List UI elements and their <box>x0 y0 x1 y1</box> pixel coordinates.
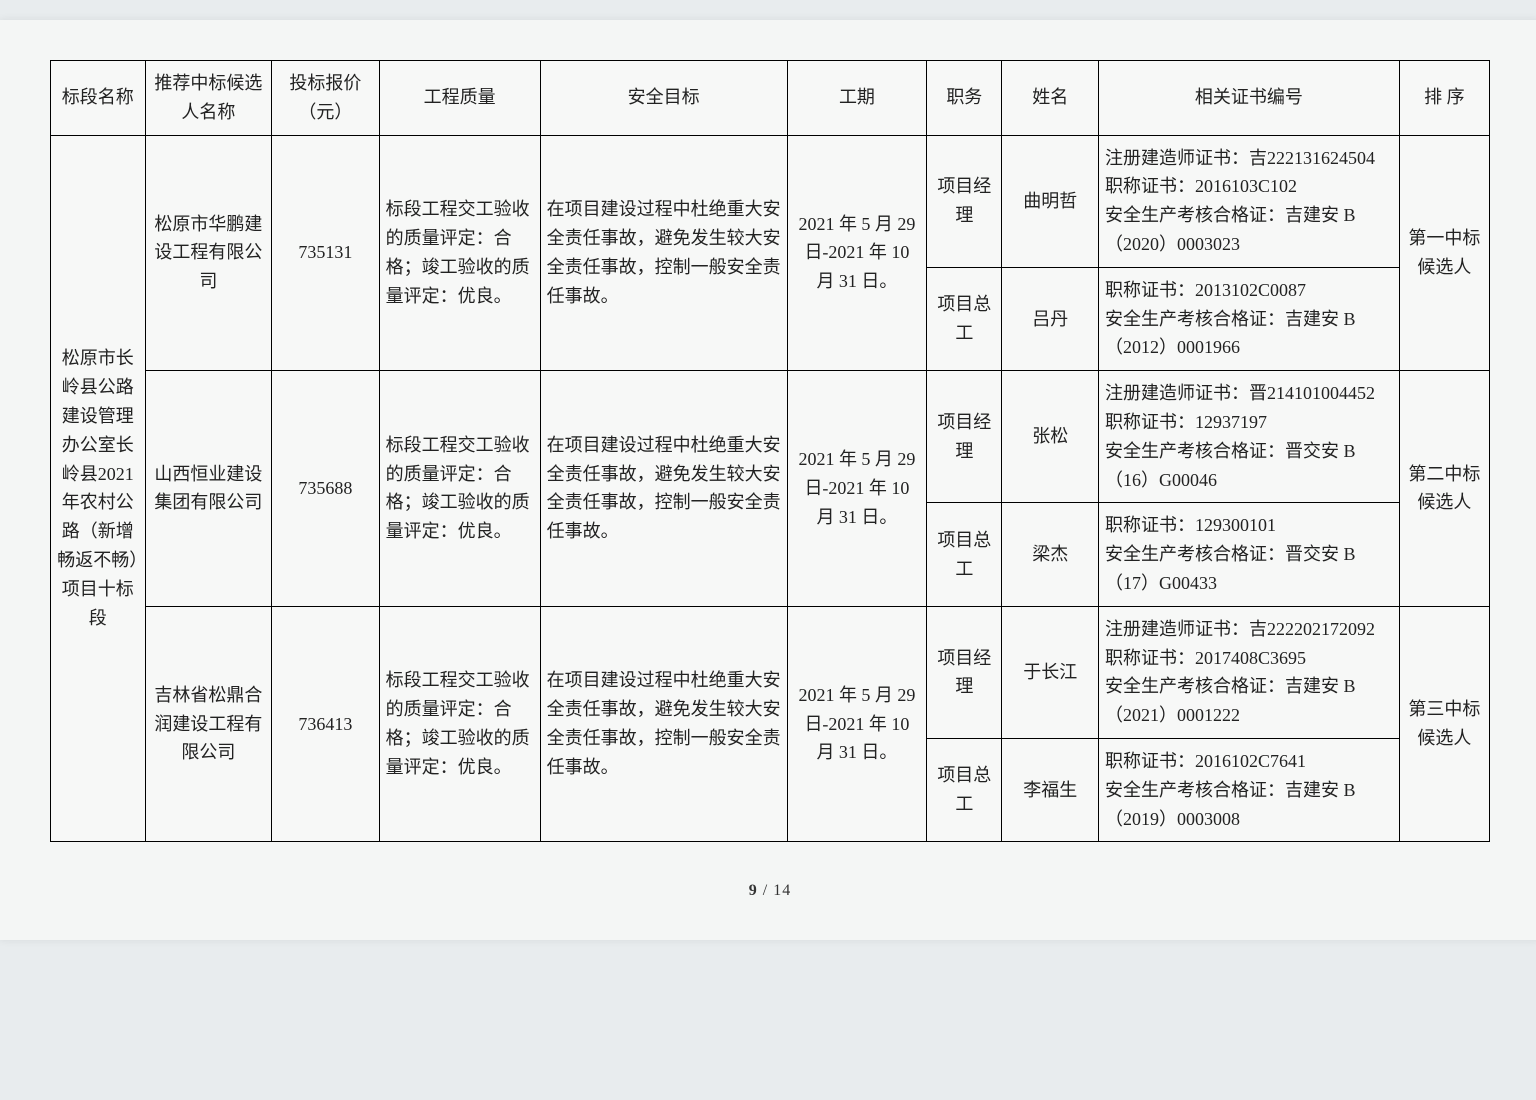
cert-cell: 注册建造师证书：吉222202172092职称证书：2017408C3695安全… <box>1099 606 1400 738</box>
safety-cell: 在项目建设过程中杜绝重大安全责任事故，避免发生较大安全责任事故，控制一般安全责任… <box>540 606 787 842</box>
price-cell: 735688 <box>272 371 379 607</box>
document-page: 标段名称 推荐中标候选人名称 投标报价（元） 工程质量 安全目标 工期 职务 姓… <box>0 20 1536 940</box>
table-row: 松原市长岭县公路建设管理办公室长岭县2021年农村公路（新增畅返不畅）项目十标段… <box>51 135 1490 267</box>
name-cell: 梁杰 <box>1002 503 1099 606</box>
role-cell: 项目经理 <box>927 371 1002 503</box>
price-cell: 735131 <box>272 135 379 371</box>
safety-cell: 在项目建设过程中杜绝重大安全责任事故，避免发生较大安全责任事故，控制一般安全责任… <box>540 371 787 607</box>
col-role: 职务 <box>927 61 1002 136</box>
role-cell: 项目总工 <box>927 738 1002 841</box>
rank-cell: 第二中标候选人 <box>1399 371 1489 607</box>
name-cell: 于长江 <box>1002 606 1099 738</box>
page-total: 14 <box>773 882 791 899</box>
page-footer: 9 / 14 <box>50 882 1490 900</box>
cert-cell: 职称证书：129300101安全生产考核合格证：晋交安 B（17）G00433 <box>1099 503 1400 606</box>
col-cert: 相关证书编号 <box>1099 61 1400 136</box>
company-cell: 山西恒业建设集团有限公司 <box>145 371 272 607</box>
cert-cell: 职称证书：2013102C0087安全生产考核合格证：吉建安 B（2012）00… <box>1099 267 1400 370</box>
quality-cell: 标段工程交工验收的质量评定：合格；竣工验收的质量评定：优良。 <box>379 371 540 607</box>
period-cell: 2021 年 5 月 29 日-2021 年 10 月 31 日。 <box>787 135 927 371</box>
table-header-row: 标段名称 推荐中标候选人名称 投标报价（元） 工程质量 安全目标 工期 职务 姓… <box>51 61 1490 136</box>
col-candidate: 推荐中标候选人名称 <box>145 61 272 136</box>
cert-cell: 注册建造师证书：吉222131624504职称证书：2016103C102安全生… <box>1099 135 1400 267</box>
role-cell: 项目经理 <box>927 606 1002 738</box>
price-cell: 736413 <box>272 606 379 842</box>
table-row: 吉林省松鼎合润建设工程有限公司 736413 标段工程交工验收的质量评定：合格；… <box>51 606 1490 738</box>
quality-cell: 标段工程交工验收的质量评定：合格；竣工验收的质量评定：优良。 <box>379 135 540 371</box>
cert-cell: 职称证书：2016102C7641安全生产考核合格证：吉建安 B（2019）00… <box>1099 738 1400 841</box>
table-row: 山西恒业建设集团有限公司 735688 标段工程交工验收的质量评定：合格；竣工验… <box>51 371 1490 503</box>
rank-cell: 第一中标候选人 <box>1399 135 1489 371</box>
bid-table: 标段名称 推荐中标候选人名称 投标报价（元） 工程质量 安全目标 工期 职务 姓… <box>50 60 1490 842</box>
quality-cell: 标段工程交工验收的质量评定：合格；竣工验收的质量评定：优良。 <box>379 606 540 842</box>
period-cell: 2021 年 5 月 29 日-2021 年 10 月 31 日。 <box>787 371 927 607</box>
col-section: 标段名称 <box>51 61 146 136</box>
company-cell: 松原市华鹏建设工程有限公司 <box>145 135 272 371</box>
name-cell: 李福生 <box>1002 738 1099 841</box>
col-rank: 排 序 <box>1399 61 1489 136</box>
cert-cell: 注册建造师证书：晋214101004452职称证书：12937197安全生产考核… <box>1099 371 1400 503</box>
period-cell: 2021 年 5 月 29 日-2021 年 10 月 31 日。 <box>787 606 927 842</box>
company-cell: 吉林省松鼎合润建设工程有限公司 <box>145 606 272 842</box>
col-period: 工期 <box>787 61 927 136</box>
role-cell: 项目经理 <box>927 135 1002 267</box>
name-cell: 张松 <box>1002 371 1099 503</box>
role-cell: 项目总工 <box>927 503 1002 606</box>
page-number: 9 <box>749 882 758 899</box>
col-name: 姓名 <box>1002 61 1099 136</box>
table-body: 松原市长岭县公路建设管理办公室长岭县2021年农村公路（新增畅返不畅）项目十标段… <box>51 135 1490 842</box>
col-price: 投标报价（元） <box>272 61 379 136</box>
name-cell: 曲明哲 <box>1002 135 1099 267</box>
col-safety: 安全目标 <box>540 61 787 136</box>
safety-cell: 在项目建设过程中杜绝重大安全责任事故，避免发生较大安全责任事故，控制一般安全责任… <box>540 135 787 371</box>
section-name-cell: 松原市长岭县公路建设管理办公室长岭县2021年农村公路（新增畅返不畅）项目十标段 <box>51 135 146 842</box>
name-cell: 吕丹 <box>1002 267 1099 370</box>
rank-cell: 第三中标候选人 <box>1399 606 1489 842</box>
role-cell: 项目总工 <box>927 267 1002 370</box>
col-quality: 工程质量 <box>379 61 540 136</box>
